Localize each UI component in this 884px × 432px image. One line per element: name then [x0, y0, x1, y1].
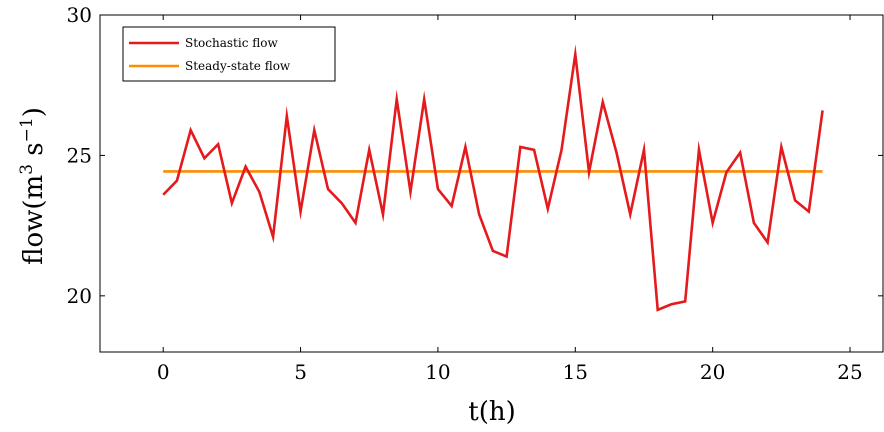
legend-label-stochastic: Stochastic flow — [185, 36, 278, 50]
y-tick-label: 30 — [67, 3, 92, 27]
x-tick-label: 15 — [563, 360, 588, 384]
x-axis-label: t(h) — [468, 397, 515, 427]
x-tick-label: 20 — [700, 360, 725, 384]
y-tick-label: 20 — [67, 284, 92, 308]
y-tick-label: 25 — [67, 143, 92, 167]
x-tick-label: 25 — [837, 360, 862, 384]
x-tick-label: 10 — [425, 360, 450, 384]
axis-ticks: 0 5 10 15 20 25 20 25 30 — [67, 3, 883, 384]
plot-frame — [99, 14, 884, 353]
legend-box — [122, 26, 336, 82]
legend-label-steady: Steady-state flow — [185, 59, 291, 73]
x-tick-label: 5 — [294, 360, 307, 384]
series-layer — [162, 44, 824, 312]
x-tick-label: 0 — [157, 360, 170, 384]
legend: Stochastic flow Steady-state flow — [122, 26, 336, 82]
plot-area — [99, 14, 884, 353]
series-line-stochastic-flow — [162, 44, 824, 312]
y-axis-label: flow(m3 s−1) — [17, 107, 49, 265]
